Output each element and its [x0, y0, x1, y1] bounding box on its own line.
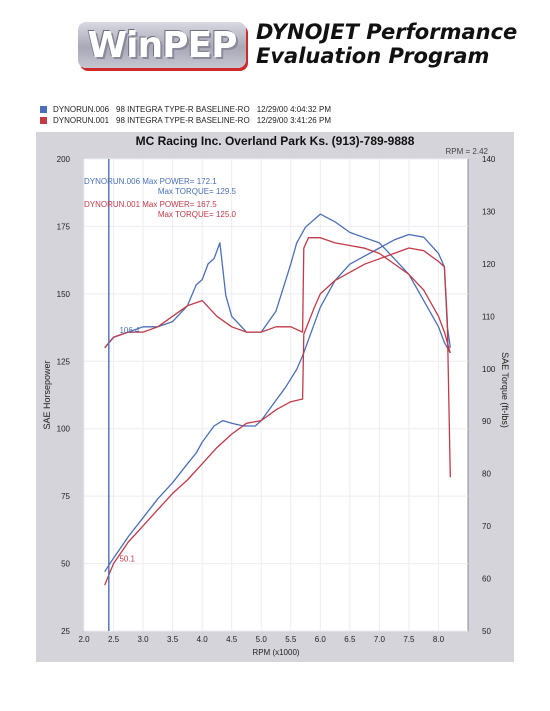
legend-date: 12/29/00	[256, 104, 288, 114]
x-tick-label: 5.5	[285, 635, 297, 644]
series-color-swatch	[40, 116, 47, 124]
series-line-power	[104, 233, 451, 573]
x-tick-label: 7.5	[403, 635, 415, 644]
chart-text: 2.0 2.5 3.0 3.5 4.0 4.5 5.0 5.5 6.0 6.5 7.0 7.5 8.0 2…	[42, 134, 510, 657]
y-tick-label: 25	[61, 627, 70, 636]
y2-tick-label: 120	[482, 260, 496, 269]
rpm-cursor-readout: RPM = 2.42	[446, 147, 489, 156]
program-title-line1: DYNOJET Performance	[256, 20, 518, 44]
series-line-torque	[104, 237, 451, 354]
x-tick-label: 7.0	[374, 635, 386, 644]
legend-description: 98 INTEGRA TYPE-R BASELINE-RO	[116, 104, 250, 114]
legend-time: 3:41:26 PM	[290, 115, 331, 125]
y2-tick-label: 80	[482, 470, 491, 479]
y2-tick-label: 130	[482, 207, 496, 216]
grid	[83, 158, 468, 632]
y2-axis-label: SAE Torque (ft-lbs)	[500, 352, 510, 428]
legend-time: 4:04:32 PM	[290, 104, 331, 114]
series-group	[104, 213, 451, 586]
x-tick-label: 3.5	[167, 635, 179, 644]
max-power-readout: DYNORUN.006 Max POWER= 172.1	[84, 177, 217, 186]
x-tick-label: 6.5	[344, 635, 356, 644]
y2-tick-label: 100	[482, 365, 496, 374]
y2-tick-label: 90	[482, 417, 491, 426]
max-power-readout: DYNORUN.001 Max POWER= 167.5	[84, 200, 217, 209]
y2-tick-label: 110	[482, 312, 495, 321]
value-annotation: 106.4	[119, 326, 140, 335]
x-tick-label: 2.0	[78, 635, 90, 644]
y-tick-label: 175	[57, 222, 71, 231]
x-tick-label: 2.5	[108, 635, 120, 644]
run-legend-entry: DYNORUN.001 98 INTEGRA TYPE-R BASELINE-R…	[40, 114, 331, 126]
value-annotation: 50.1	[119, 554, 135, 563]
y2-tick-label: 50	[482, 627, 491, 636]
y-tick-label: 50	[61, 560, 70, 569]
legend-run-name: DYNORUN.001	[53, 115, 110, 125]
program-title-line2: Evaluation Program	[256, 44, 490, 68]
x-tick-label: 8.0	[433, 635, 445, 644]
x-tick-label: 4.5	[226, 635, 238, 644]
x-tick-label: 3.0	[138, 635, 150, 644]
y2-tick-label: 60	[482, 575, 491, 584]
chart-title: MC Racing Inc. Overland Park Ks. (913)-7…	[136, 134, 415, 148]
max-torque-readout: Max TORQUE= 129.5	[158, 187, 237, 196]
x-axis-label: RPM (x1000)	[252, 648, 299, 657]
plot-area	[83, 158, 469, 632]
series-line-power	[104, 247, 451, 586]
legend-run-name: DYNORUN.006	[53, 104, 110, 114]
x-tick-label: 4.0	[197, 635, 209, 644]
y-tick-label: 125	[57, 357, 71, 366]
max-torque-readout: Max TORQUE= 125.0	[158, 210, 237, 219]
x-tick-label: 5.0	[256, 635, 268, 644]
x-tick-label: 6.0	[315, 635, 327, 644]
y-tick-label: 200	[57, 155, 71, 164]
run-legend-entry: DYNORUN.006 98 INTEGRA TYPE-R BASELINE-R…	[40, 103, 331, 115]
y-tick-label: 100	[57, 425, 71, 434]
y-tick-label: 150	[57, 290, 71, 299]
y2-tick-label: 70	[482, 522, 491, 531]
y-axis-label: SAE Horsepower	[42, 360, 52, 429]
legend-description: 98 INTEGRA TYPE-R BASELINE-RO	[116, 115, 250, 125]
series-color-swatch	[40, 105, 47, 113]
y-tick-label: 75	[61, 492, 70, 501]
legend-date: 12/29/00	[256, 115, 288, 125]
winpep-logo: WinPEP	[78, 22, 246, 68]
y2-tick-label: 140	[482, 155, 496, 164]
logo-text: WinPEP	[87, 24, 237, 66]
